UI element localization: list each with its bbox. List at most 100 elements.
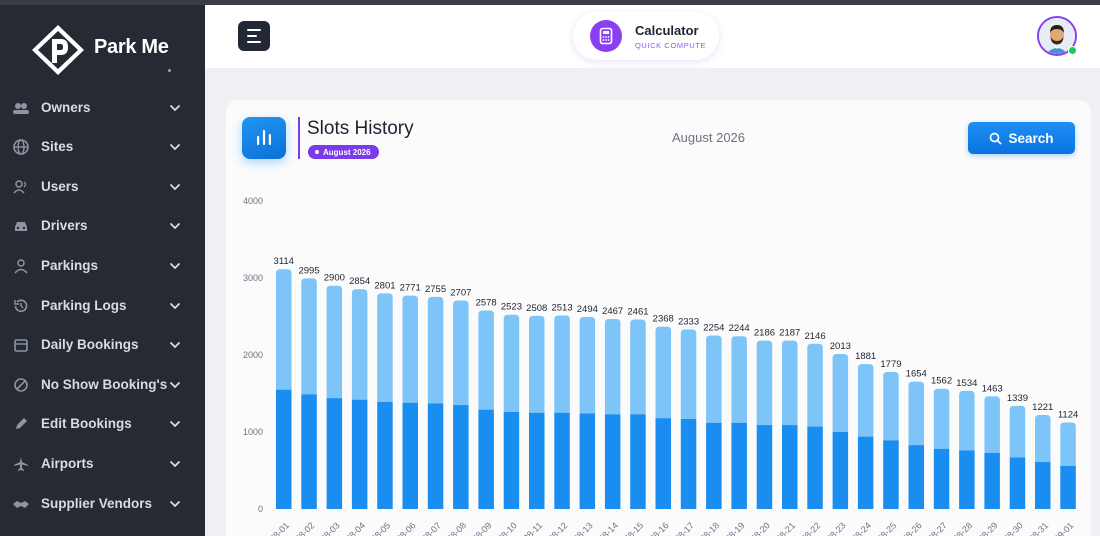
sidebar-item-no-show-bookings[interactable]: No Show Booking's bbox=[0, 367, 205, 403]
sidebar-item-owners[interactable]: Owners bbox=[0, 90, 205, 126]
bar-segment-upper bbox=[933, 388, 950, 449]
bar-segment-upper bbox=[402, 295, 418, 403]
bar-segment-lower bbox=[959, 450, 975, 509]
bar-segment-lower bbox=[883, 440, 899, 509]
card-title: Slots History bbox=[307, 118, 414, 139]
sidebar-item-airports[interactable]: Airports bbox=[0, 446, 205, 482]
bar-segment-lower bbox=[832, 432, 849, 509]
bar-value-label: 2333 bbox=[678, 316, 699, 327]
sidebar-item-drivers[interactable]: Drivers bbox=[0, 208, 205, 244]
bar-segment-lower bbox=[503, 411, 520, 509]
x-tick-label: 08-23 bbox=[824, 520, 847, 536]
bar-value-label: 1562 bbox=[931, 376, 952, 387]
selected-month-label: August 2026 bbox=[672, 130, 746, 145]
sidebar-item-sites[interactable]: Sites bbox=[0, 129, 205, 165]
bar-segment-upper bbox=[706, 335, 722, 423]
sidebar-item-label: Parking Logs bbox=[41, 298, 127, 313]
x-tick-label: 08-22 bbox=[799, 520, 822, 536]
bar-value-label: 2187 bbox=[779, 328, 800, 339]
x-tick-label: 08-25 bbox=[875, 520, 898, 536]
bar-segment-lower bbox=[402, 402, 418, 509]
users-icon bbox=[13, 180, 27, 194]
sidebar-item-daily-bookings[interactable]: Daily Bookings bbox=[0, 327, 205, 363]
x-tick-label: 08-11 bbox=[521, 520, 544, 536]
x-tick-label: 08-26 bbox=[900, 520, 923, 536]
search-button[interactable]: Search bbox=[968, 122, 1075, 154]
menu-toggle-button[interactable] bbox=[238, 21, 270, 51]
sidebar-item-label: Supplier Vendors bbox=[41, 496, 153, 511]
bar-segment-lower bbox=[706, 422, 722, 509]
bar-segment-upper bbox=[351, 289, 368, 400]
month-badge: August 2026 bbox=[308, 145, 379, 159]
sidebar-item-users[interactable]: Users bbox=[0, 169, 205, 205]
bar-segment-upper bbox=[377, 293, 393, 402]
sidebar-item-supplier-vendors[interactable]: Supplier Vendors bbox=[0, 486, 205, 522]
bar-segment-upper bbox=[1009, 405, 1026, 458]
sidebar-item-parking-logs[interactable]: Parking Logs bbox=[0, 288, 205, 324]
bar-segment-upper bbox=[630, 319, 646, 415]
bar-segment-upper bbox=[959, 390, 975, 451]
sidebar-item-label: Airports bbox=[41, 456, 94, 471]
bar-segment-upper bbox=[857, 364, 874, 437]
bar-segment-upper bbox=[908, 381, 924, 446]
bar-segment-lower bbox=[731, 422, 747, 509]
x-tick-label: 08-04 bbox=[344, 520, 367, 536]
sidebar-item-label: Drivers bbox=[41, 218, 88, 233]
bar-segment-upper bbox=[579, 316, 596, 414]
x-tick-label: 08-08 bbox=[445, 520, 468, 536]
chevron-down-icon bbox=[170, 223, 180, 230]
badge-label: August 2026 bbox=[323, 147, 371, 157]
y-tick-label: 2000 bbox=[243, 350, 263, 360]
bar-value-label: 2146 bbox=[804, 331, 825, 342]
chevron-down-icon bbox=[170, 501, 180, 508]
bar-segment-lower bbox=[630, 414, 646, 509]
bar-value-label: 2013 bbox=[830, 341, 851, 352]
bar-value-label: 2854 bbox=[349, 276, 370, 287]
bar-segment-upper bbox=[782, 340, 798, 426]
ban-icon bbox=[14, 378, 28, 392]
chevron-down-icon bbox=[170, 303, 180, 310]
bar-value-label: 1654 bbox=[906, 369, 927, 380]
bar-value-label: 2368 bbox=[653, 314, 674, 325]
bar-value-label: 2900 bbox=[324, 273, 345, 284]
bar-segment-upper bbox=[680, 329, 697, 419]
calculator-button[interactable]: Calculator QUICK COMPUTE bbox=[573, 12, 719, 60]
top-header: Calculator QUICK COMPUTE bbox=[205, 5, 1100, 68]
brand-name: Park Me bbox=[94, 36, 169, 58]
bar-segment-upper bbox=[529, 315, 545, 413]
sidebar-item-label: Users bbox=[41, 179, 79, 194]
x-tick-label: 08-24 bbox=[850, 520, 873, 536]
bar-value-label: 1463 bbox=[982, 383, 1003, 394]
bar-segment-lower bbox=[276, 389, 292, 509]
bar-segment-lower bbox=[377, 401, 393, 509]
x-tick-label: 08-16 bbox=[647, 520, 670, 536]
x-tick-label: 08-01 bbox=[268, 520, 291, 536]
x-tick-label: 08-28 bbox=[951, 520, 974, 536]
hamburger-line bbox=[247, 35, 257, 37]
x-tick-label: 08-14 bbox=[597, 520, 620, 536]
bar-segment-lower bbox=[453, 405, 469, 509]
sidebar-item-edit-bookings[interactable]: Edit Bookings bbox=[0, 406, 205, 442]
bar-value-label: 2801 bbox=[374, 280, 395, 291]
x-tick-label: 08-15 bbox=[622, 520, 645, 536]
bar-segment-upper bbox=[883, 372, 899, 441]
bar-value-label: 2755 bbox=[425, 284, 446, 295]
avatar-icon bbox=[1039, 18, 1075, 54]
x-tick-label: 08-09 bbox=[470, 520, 493, 536]
user-icon bbox=[14, 259, 28, 274]
sidebar-item-parkings[interactable]: Parkings bbox=[0, 248, 205, 284]
brand-logo[interactable]: Park Me bbox=[30, 23, 190, 77]
calendar-icon bbox=[14, 339, 28, 352]
handshake-icon bbox=[13, 501, 29, 508]
bar-segment-lower bbox=[478, 409, 494, 509]
bar-segment-lower bbox=[351, 399, 368, 509]
bar-value-label: 2771 bbox=[400, 283, 421, 294]
bar-segment-upper bbox=[731, 336, 747, 423]
bar-value-label: 1881 bbox=[855, 351, 876, 362]
search-button-label: Search bbox=[1008, 130, 1054, 146]
chevron-down-icon bbox=[170, 421, 180, 428]
x-tick-label: 08-03 bbox=[318, 520, 341, 536]
x-tick-label: 09-01 bbox=[1052, 520, 1075, 536]
bar-segment-lower bbox=[326, 398, 343, 509]
logo-mark-icon bbox=[32, 25, 84, 75]
